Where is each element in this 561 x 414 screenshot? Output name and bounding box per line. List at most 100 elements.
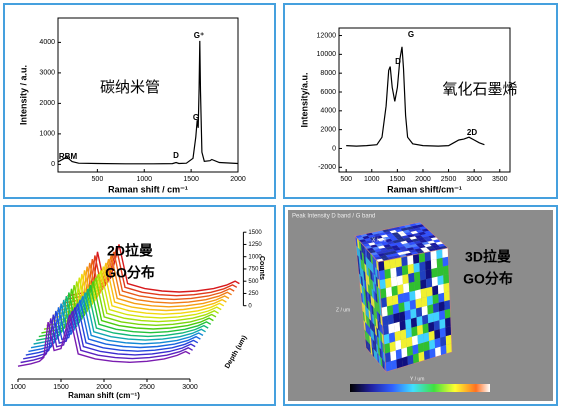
voxel [371, 288, 375, 300]
voxel [431, 276, 438, 287]
spectrum-line [346, 46, 485, 147]
voxel [371, 262, 374, 274]
voxel [384, 238, 393, 243]
voxel [373, 273, 377, 286]
voxel [407, 255, 414, 266]
voxel [397, 284, 404, 295]
voxel [365, 256, 369, 268]
voxel [381, 349, 384, 361]
voxel [442, 265, 449, 276]
voxel [370, 252, 378, 256]
voxel [415, 289, 422, 300]
cube-edge [354, 235, 387, 373]
voxel [437, 275, 444, 286]
voxel [355, 236, 358, 248]
voxel [404, 301, 411, 312]
voxel [396, 244, 405, 248]
voxel [419, 226, 427, 230]
voxel [410, 230, 419, 235]
panel [283, 3, 558, 199]
x-axis-label: X / um [372, 237, 386, 243]
voxel [440, 345, 447, 356]
voxel [370, 269, 373, 281]
voxel [376, 327, 379, 339]
voxel [390, 350, 397, 362]
voxel [382, 236, 391, 240]
voxel [367, 274, 370, 286]
voxel [372, 281, 376, 293]
voxel [370, 295, 373, 307]
voxel [374, 248, 382, 253]
voxel [371, 346, 375, 358]
voxel [417, 324, 424, 336]
voxel [359, 282, 363, 295]
voxel [409, 236, 418, 240]
voxel [406, 336, 413, 348]
voxel [370, 278, 374, 291]
voxel [415, 242, 424, 247]
voxel [398, 238, 406, 242]
panel [3, 205, 276, 406]
voxel [425, 269, 432, 280]
voxel [391, 285, 398, 296]
voxel [422, 314, 429, 325]
voxel [390, 267, 397, 278]
voxel [419, 270, 426, 281]
voxel [382, 342, 385, 354]
voxel [404, 232, 413, 236]
voxel [374, 299, 377, 311]
colorbar [350, 384, 490, 392]
voxel [395, 257, 402, 268]
voxel [443, 274, 450, 284]
voxel [385, 361, 392, 372]
voxel [372, 254, 380, 258]
voxel [386, 233, 394, 237]
voxel [374, 257, 377, 269]
voxel [387, 248, 396, 252]
voxel [418, 231, 427, 236]
voxel [365, 322, 368, 334]
voxel [432, 285, 439, 296]
voxel [384, 231, 392, 235]
voxel [417, 237, 425, 241]
voxel [362, 261, 366, 273]
voxel [365, 305, 368, 317]
z-axis-label: Z / um [336, 307, 350, 313]
voxel [399, 233, 408, 237]
voxel [373, 348, 376, 360]
voxel [371, 320, 374, 333]
voxel [370, 253, 373, 265]
voxel [366, 307, 370, 319]
spectrum-layer [25, 303, 199, 356]
voxel [387, 314, 394, 325]
panel [3, 3, 276, 199]
voxel [420, 288, 427, 299]
voxel [359, 249, 363, 262]
voxel [381, 306, 388, 317]
voxel [400, 338, 407, 349]
voxel [424, 349, 430, 361]
voxel [358, 273, 362, 285]
z-tick-label: 1000 [248, 254, 262, 260]
voxel [435, 346, 441, 357]
voxel [372, 255, 375, 267]
voxel [427, 313, 434, 324]
y-tick-label: -2000 [318, 164, 336, 171]
voxel [440, 336, 447, 347]
voxel [397, 251, 406, 256]
y-tick-label: 4000 [39, 39, 55, 46]
voxel [358, 239, 367, 243]
voxel [368, 250, 376, 254]
voxel [369, 286, 373, 298]
voxel [401, 235, 410, 239]
voxel [372, 323, 376, 335]
y-tick-label: 10000 [317, 51, 337, 58]
voxel [425, 260, 432, 271]
voxel [430, 237, 439, 241]
voxel [439, 318, 446, 330]
voxel [419, 239, 428, 243]
voxel [413, 353, 419, 364]
voxel [370, 244, 378, 248]
voxel [372, 313, 375, 326]
voxel [364, 245, 373, 249]
